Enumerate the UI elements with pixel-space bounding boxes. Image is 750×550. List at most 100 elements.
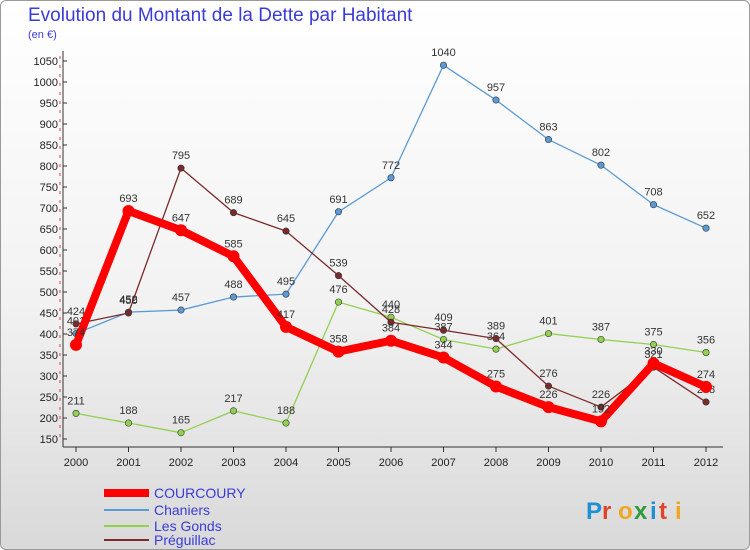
y-tick-label: 950 (40, 98, 58, 110)
data-label: 691 (329, 194, 347, 206)
y-tick-label: 850 (40, 140, 58, 152)
data-point (72, 320, 80, 328)
data-label: 330 (644, 345, 662, 357)
data-label: 452 (119, 294, 137, 306)
y-tick-label: 200 (40, 413, 58, 425)
data-point (492, 96, 500, 104)
data-label: 802 (592, 147, 610, 159)
data-point (647, 357, 660, 370)
data-label: 539 (329, 258, 347, 270)
x-tick-label: 2006 (379, 457, 403, 469)
data-label: 457 (172, 292, 190, 304)
data-point (542, 401, 555, 414)
data-label: 217 (224, 393, 242, 405)
data-label: 165 (172, 415, 190, 427)
data-point (227, 250, 240, 263)
data-point (230, 209, 238, 217)
data-point (387, 174, 395, 182)
y-tick-label: 350 (40, 350, 58, 362)
data-label: 387 (592, 321, 610, 333)
data-label: 863 (539, 122, 557, 134)
data-label: 647 (172, 212, 190, 224)
data-point (492, 335, 500, 343)
data-point (282, 419, 290, 427)
y-tick-label: 1000 (34, 77, 58, 89)
data-label: 585 (224, 238, 242, 250)
x-tick-label: 2008 (484, 457, 508, 469)
logo-letter: r (602, 498, 611, 525)
data-label: 708 (644, 187, 662, 199)
data-label: 374 (67, 327, 85, 339)
data-label: 495 (277, 276, 295, 288)
data-point (230, 407, 238, 415)
data-label: 488 (224, 279, 242, 291)
data-point (70, 338, 82, 351)
data-label: 274 (697, 369, 715, 381)
y-tick-label: 800 (40, 161, 58, 173)
logo-letter: x (634, 498, 648, 525)
data-label: 211 (67, 395, 85, 407)
legend-item: Préguillac (154, 532, 215, 548)
data-label: 795 (172, 150, 190, 162)
data-label: 344 (434, 340, 452, 352)
data-label: 188 (119, 405, 137, 417)
data-label: 409 (434, 312, 452, 324)
data-point (334, 298, 342, 306)
data-point (595, 415, 607, 428)
data-point (597, 161, 605, 169)
data-point (597, 335, 605, 343)
data-label: 384 (382, 323, 400, 335)
logo-letter: P (586, 498, 602, 525)
data-point (544, 330, 552, 338)
logo-letter: i (650, 498, 657, 525)
y-tick-label: 150 (40, 434, 58, 446)
data-point (492, 345, 500, 353)
y-tick-label: 700 (40, 203, 58, 215)
data-label: 693 (119, 193, 137, 205)
legend-item: Chaniers (154, 502, 210, 518)
y-tick-label: 1050 (34, 56, 58, 68)
x-tick-label: 2000 (64, 457, 88, 469)
data-point (125, 309, 133, 317)
data-label: 417 (277, 309, 295, 321)
x-tick-label: 2001 (116, 457, 140, 469)
data-point (177, 306, 185, 314)
data-label: 401 (539, 316, 557, 328)
data-label: 276 (539, 368, 557, 380)
data-point (282, 227, 290, 235)
series-line-préguillac (75, 167, 707, 408)
data-label: 192 (592, 403, 610, 415)
data-point (387, 318, 395, 326)
x-tick-label: 2002 (169, 457, 193, 469)
data-label: 1040 (431, 47, 455, 59)
data-point (385, 334, 397, 347)
y-tick-label: 300 (40, 371, 58, 383)
x-tick-label: 2003 (221, 457, 245, 469)
y-tick-label: 650 (40, 224, 58, 236)
y-tick-label: 450 (40, 308, 58, 320)
data-label: 424 (67, 306, 85, 318)
x-tick-label: 2010 (589, 457, 613, 469)
data-point (649, 201, 657, 209)
data-label: 450 (119, 295, 137, 307)
data-label: 188 (277, 405, 295, 417)
data-point (230, 293, 238, 301)
y-tick-label: 500 (40, 287, 58, 299)
data-point (122, 204, 135, 217)
x-tick-label: 2005 (326, 457, 350, 469)
series-line-chaniers (75, 64, 707, 335)
data-label: 226 (592, 389, 610, 401)
data-point (72, 409, 80, 417)
data-label: 645 (277, 213, 295, 225)
x-tick-label: 2009 (536, 457, 560, 469)
data-point (544, 136, 552, 144)
data-label: 476 (329, 284, 347, 296)
y-tick-label: 250 (40, 392, 58, 404)
y-tick-label: 750 (40, 182, 58, 194)
data-point (439, 326, 447, 334)
data-label: 428 (382, 304, 400, 316)
y-tick-label: 550 (40, 266, 58, 278)
data-point (702, 348, 710, 356)
x-tick-label: 2012 (694, 457, 718, 469)
